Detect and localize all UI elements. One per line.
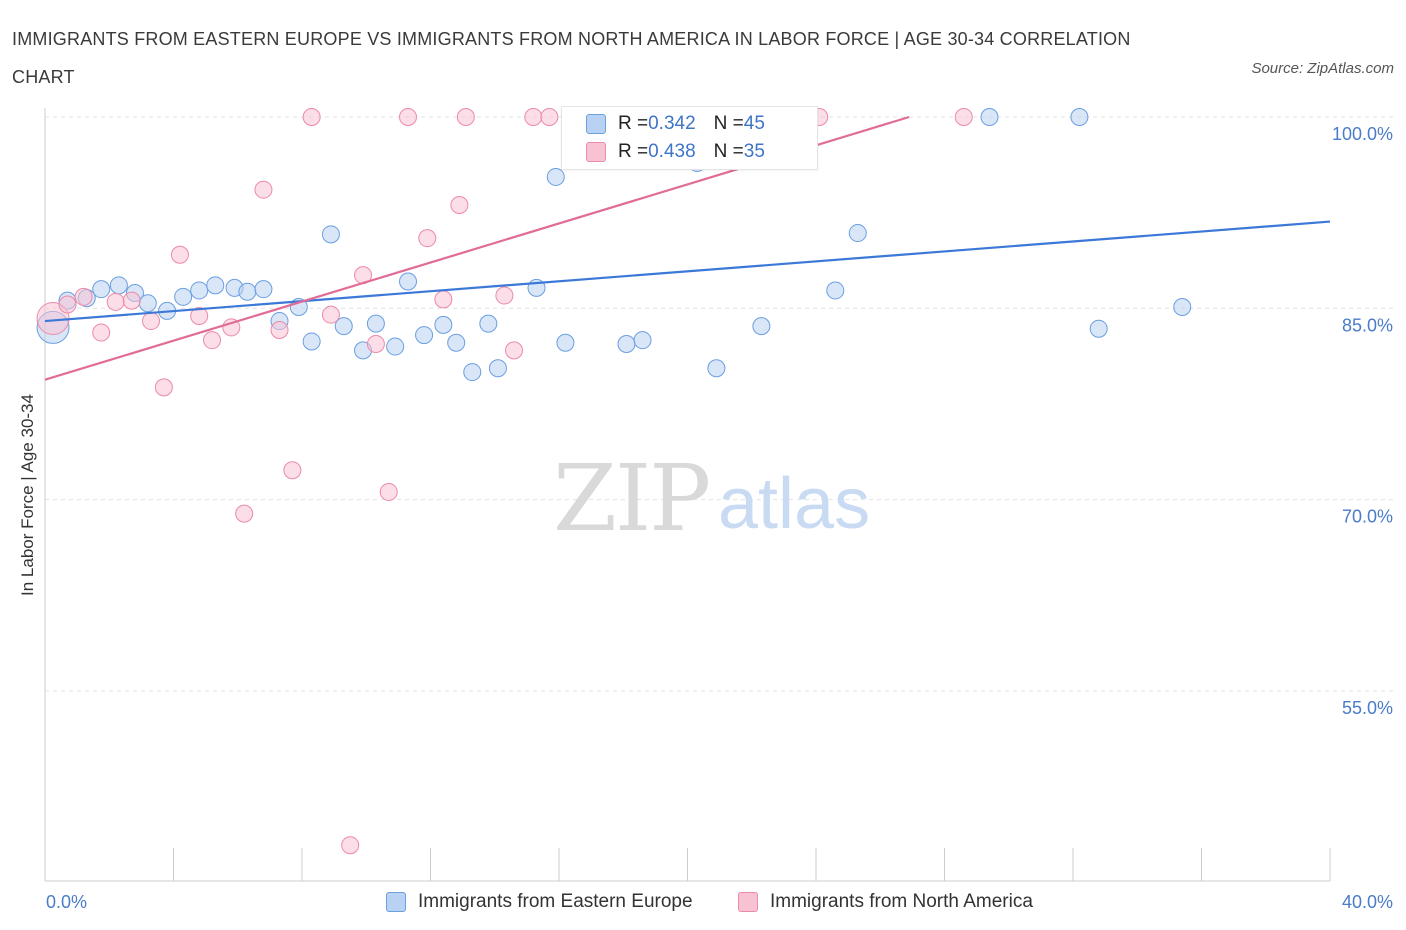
point-north-america — [283, 461, 302, 480]
point-eastern-europe — [254, 280, 273, 299]
point-eastern-europe — [633, 331, 652, 350]
point-north-america — [74, 287, 93, 306]
legend-r-value: 0.438 — [648, 141, 696, 162]
legend-n-value: 45 — [743, 113, 765, 134]
point-north-america — [495, 286, 514, 305]
point-eastern-europe — [752, 317, 771, 336]
point-eastern-europe — [302, 332, 321, 351]
point-eastern-europe — [334, 317, 353, 336]
point-eastern-europe — [707, 359, 726, 378]
legend-n-label: N = — [713, 141, 744, 162]
point-eastern-europe — [190, 281, 209, 300]
point-eastern-europe — [488, 359, 507, 378]
point-eastern-europe — [238, 282, 257, 301]
point-eastern-europe — [1089, 319, 1108, 338]
point-eastern-europe — [447, 333, 466, 352]
point-north-america — [456, 108, 475, 126]
point-north-america — [270, 320, 289, 339]
chart-title: IMMIGRANTS FROM EASTERN EUROPE VS IMMIGR… — [12, 29, 1131, 87]
point-north-america — [142, 312, 161, 331]
point-north-america — [92, 323, 111, 342]
point-north-america — [190, 306, 209, 325]
y-tick-label: 70.0% — [1342, 507, 1393, 527]
point-north-america — [302, 108, 321, 126]
watermark: ZIP atlas — [553, 445, 870, 552]
point-north-america — [434, 290, 453, 309]
point-north-america — [418, 229, 437, 248]
series-swatch-pink — [738, 892, 758, 912]
point-north-america — [222, 318, 241, 337]
legend-row-eastern-europe: R = 0.342 N = 45 — [586, 112, 765, 136]
legend-n-label: N = — [713, 113, 744, 134]
point-eastern-europe — [434, 315, 453, 334]
grid-lines — [45, 116, 1393, 692]
point-eastern-europe — [848, 224, 867, 243]
point-north-america — [154, 378, 173, 397]
y-tick-label: 85.0% — [1342, 315, 1393, 335]
point-eastern-europe — [206, 276, 225, 295]
legend-row-north-america: R = 0.438 N = 35 — [586, 140, 765, 164]
point-eastern-europe — [321, 225, 340, 244]
point-north-america — [235, 504, 254, 523]
point-north-america — [58, 295, 77, 314]
legend-r-label: R = — [618, 113, 649, 134]
y-tick-label: 55.0% — [1342, 698, 1393, 718]
point-north-america — [505, 341, 524, 360]
point-eastern-europe — [174, 287, 193, 306]
legend-swatch-pink — [586, 142, 606, 162]
x-tick-label: 40.0% — [1342, 892, 1393, 912]
point-north-america — [341, 836, 360, 855]
x-tick-label: 0.0% — [46, 892, 87, 912]
point-eastern-europe — [92, 280, 111, 299]
point-north-america — [122, 291, 141, 310]
series-name: Immigrants from North America — [770, 891, 1033, 912]
point-eastern-europe — [556, 333, 575, 352]
point-eastern-europe — [366, 314, 385, 333]
point-north-america — [379, 482, 398, 501]
point-eastern-europe — [1173, 298, 1192, 317]
point-eastern-europe — [826, 281, 845, 300]
point-eastern-europe — [109, 276, 128, 295]
series-swatch-blue — [386, 892, 406, 912]
point-eastern-europe — [617, 335, 636, 354]
axes — [44, 108, 1331, 882]
point-north-america — [203, 331, 222, 350]
point-north-america — [524, 108, 543, 126]
y-tick-label: 100.0% — [1332, 124, 1393, 144]
legend-swatch-blue — [586, 114, 606, 134]
point-eastern-europe — [546, 167, 565, 186]
point-eastern-europe — [138, 294, 157, 313]
watermark-atlas: atlas — [718, 464, 870, 544]
point-eastern-europe — [399, 272, 418, 291]
point-north-america — [399, 108, 418, 126]
watermark-zip: ZIP — [553, 445, 709, 552]
point-north-america — [954, 108, 973, 126]
point-eastern-europe — [980, 108, 999, 126]
series-name: Immigrants from Eastern Europe — [418, 891, 693, 912]
point-north-america — [254, 180, 273, 199]
series-legend-north-america: Immigrants from North America — [738, 889, 1033, 915]
legend-n-value: 35 — [743, 141, 765, 162]
data-points — [36, 108, 1192, 855]
series-legend-eastern-europe: Immigrants from Eastern Europe — [386, 889, 693, 915]
point-north-america — [540, 108, 559, 126]
trend-line-eastern-europe — [44, 220, 1331, 323]
point-eastern-europe — [463, 363, 482, 382]
point-eastern-europe — [479, 314, 498, 333]
source-label: Source: ZipAtlas.com — [1251, 60, 1394, 77]
tick-labels: 55.0% 70.0% 85.0% 100.0% 0.0% 40.0% — [46, 124, 1393, 912]
legend-r-value: 0.342 — [648, 113, 696, 134]
point-north-america — [106, 292, 125, 311]
point-north-america — [321, 305, 340, 324]
point-north-america — [170, 245, 189, 264]
stats-legend: R = 0.342 N = 45 R = 0.438 N = 35 — [561, 106, 818, 170]
point-eastern-europe — [415, 326, 434, 345]
legend-r-label: R = — [618, 141, 649, 162]
point-eastern-europe — [386, 337, 405, 356]
point-north-america — [450, 195, 469, 214]
point-eastern-europe — [1070, 108, 1089, 126]
point-north-america — [366, 335, 385, 354]
